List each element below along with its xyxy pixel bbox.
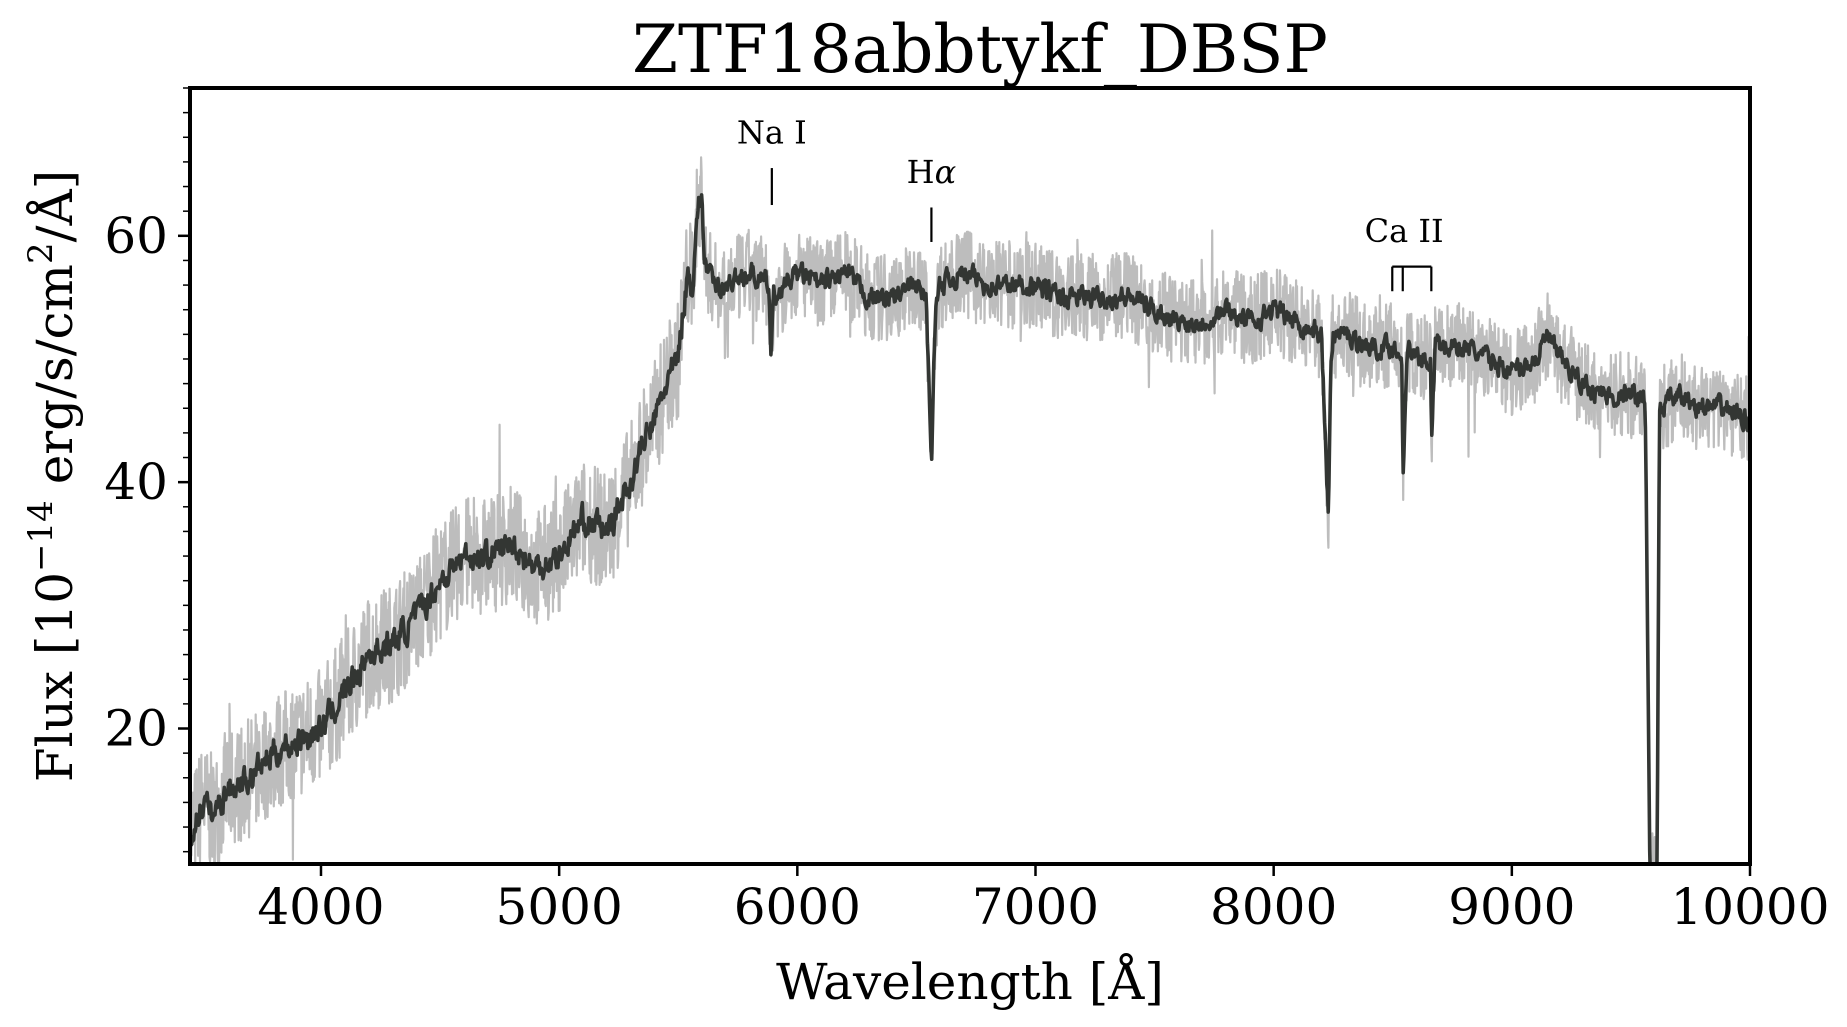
x-tick-label: 10000 [1670, 878, 1829, 936]
x-tick-label: 4000 [257, 878, 384, 936]
x-tick-label: 5000 [496, 878, 623, 936]
annotation-label: Na I [737, 113, 807, 151]
line-annotations: Na I Hα Ca II [737, 113, 1444, 292]
y-tick-label: 40 [104, 453, 168, 511]
raw-spectrum-line [190, 156, 1750, 864]
annotation-h: Hα [907, 153, 957, 242]
x-tick-label: 8000 [1210, 878, 1337, 936]
y-axis-label: Flux [10−14 erg/s/cm2/Å] [21, 170, 84, 782]
annotation-na-i: Na I [737, 113, 807, 206]
y-tick-label: 60 [104, 207, 168, 265]
x-axis-label: Wavelength [Å] [776, 952, 1164, 1011]
y-axis-label-suffix: /Å] [25, 170, 84, 242]
chart-title: ZTF18abbtykf_DBSP [632, 11, 1328, 88]
annotation-label: Hα [907, 153, 957, 191]
x-tick-label: 9000 [1448, 878, 1575, 936]
y-axis: 20 40 60 [104, 87, 190, 853]
x-axis: 4000 5000 6000 7000 8000 9000 10000 [257, 864, 1830, 936]
y-axis-label-exponent: −14 [21, 500, 61, 572]
x-tick-label: 6000 [734, 878, 861, 936]
y-axis-label-units: erg/s/cm [26, 264, 84, 500]
y-axis-label-area-exponent: 2 [21, 242, 61, 264]
plot-area [190, 156, 1750, 864]
y-axis-label-prefix: Flux [10 [26, 572, 84, 782]
y-tick-label: 20 [104, 700, 168, 758]
annotation-label: Ca II [1365, 212, 1444, 250]
x-tick-label: 7000 [972, 878, 1099, 936]
axes-frame [188, 86, 1752, 866]
annotation-ca-ii: Ca II [1365, 212, 1444, 292]
smoothed-spectrum-line [190, 193, 1750, 864]
